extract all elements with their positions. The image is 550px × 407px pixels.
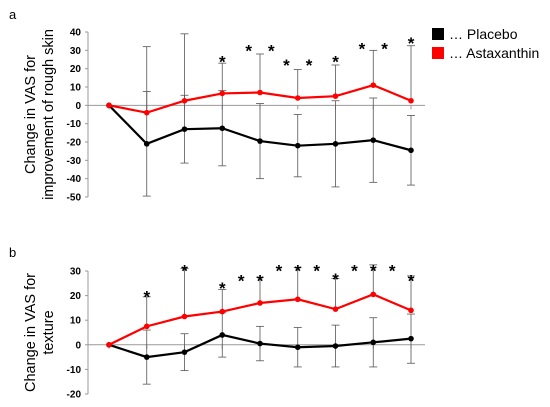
data-point	[257, 138, 263, 144]
legend: … Placebo … Astaxanthin	[432, 26, 539, 61]
significance-marker: *	[332, 270, 339, 289]
panel-label: b	[9, 245, 16, 260]
data-point	[370, 291, 377, 298]
series-astaxanthin	[106, 33, 415, 116]
series-placebo	[106, 90, 415, 197]
y-axis-label: texture	[41, 310, 57, 354]
significance-marker: *	[306, 56, 313, 75]
significance-marker: *	[351, 262, 358, 281]
significance-marker: *	[332, 53, 339, 72]
data-point	[181, 349, 188, 355]
chart-panel-a: a Change in VAS for improvement of rough s…	[9, 7, 425, 204]
data-point	[219, 308, 226, 315]
data-point	[408, 147, 414, 154]
y-tick-label: 0	[75, 101, 81, 112]
y-axis-label: Change in VAS for	[23, 273, 39, 392]
data-point	[294, 344, 301, 351]
data-point	[181, 97, 188, 104]
y-tick-label: 20	[70, 64, 82, 75]
y-axis-label: Change in VAS for	[23, 55, 39, 174]
series-placebo	[106, 312, 415, 385]
data-point	[181, 126, 188, 132]
y-axis-label: improvement of rough skin	[41, 29, 57, 200]
data-point	[294, 142, 301, 149]
data-point	[408, 97, 414, 104]
data-point	[181, 313, 188, 320]
y-tick-label: -10	[67, 119, 82, 130]
panel-label: a	[9, 7, 17, 22]
y-tick-label: -10	[67, 365, 82, 376]
y-tick-label: 0	[75, 340, 81, 351]
data-point	[106, 342, 112, 348]
data-point	[143, 354, 150, 360]
y-tick-label: 10	[70, 316, 82, 327]
significance-marker: *	[268, 42, 275, 61]
significance-marker: *	[359, 40, 366, 59]
data-point	[294, 95, 301, 101]
significance-marker: *	[313, 262, 320, 281]
data-point	[143, 109, 150, 116]
significance-marker: *	[389, 262, 396, 281]
significance-marker: *	[219, 279, 226, 298]
significance-marker: *	[370, 262, 377, 281]
data-point	[106, 102, 112, 109]
legend-label-placebo: … Placebo	[449, 26, 518, 42]
data-point	[219, 90, 226, 97]
data-point	[332, 93, 339, 99]
data-point	[219, 332, 226, 338]
significance-marker: *	[408, 34, 415, 53]
data-point	[370, 82, 377, 88]
data-point	[332, 141, 339, 147]
data-point	[219, 125, 226, 132]
y-tick-label: -50	[67, 193, 82, 204]
data-point	[257, 89, 263, 96]
y-tick-label: 40	[70, 28, 82, 39]
legend-label-astaxanthin: … Astaxanthin	[449, 45, 539, 61]
data-point	[143, 323, 150, 330]
significance-marker: *	[143, 287, 150, 306]
y-tick-label: -40	[67, 174, 82, 185]
significance-marker: *	[181, 262, 188, 281]
significance-marker: *	[238, 271, 245, 290]
y-tick-label: 30	[70, 267, 82, 278]
significance-marker: *	[245, 42, 252, 61]
data-point	[257, 300, 263, 306]
significance-marker: *	[283, 56, 290, 75]
y-tick-label: 20	[70, 291, 82, 302]
significance-marker: *	[408, 271, 415, 290]
data-point	[257, 340, 263, 347]
legend-swatch-astaxanthin	[432, 47, 444, 59]
y-tick-label: 30	[70, 46, 82, 57]
significance-marker: *	[276, 262, 283, 281]
significance-marker: *	[294, 262, 301, 281]
legend-swatch-placebo	[432, 28, 444, 40]
data-point	[370, 137, 377, 143]
significance-marker: *	[219, 53, 226, 72]
y-tick-label: 10	[70, 83, 82, 94]
data-point	[408, 307, 414, 314]
data-point	[370, 339, 377, 346]
significance-marker: *	[257, 271, 264, 290]
y-tick-label: -30	[67, 156, 82, 167]
y-tick-label: -20	[67, 390, 82, 401]
data-point	[408, 335, 414, 342]
chart-panel-b: b Change in VAS for texture 30 20 10 0 -10 -20 * *…	[9, 245, 425, 401]
data-point	[294, 296, 301, 303]
data-point	[143, 141, 150, 147]
y-tick-label: -20	[67, 138, 82, 149]
series-astaxanthin	[106, 264, 415, 348]
data-point	[332, 306, 339, 312]
data-point	[332, 343, 339, 349]
significance-marker: *	[381, 40, 388, 59]
